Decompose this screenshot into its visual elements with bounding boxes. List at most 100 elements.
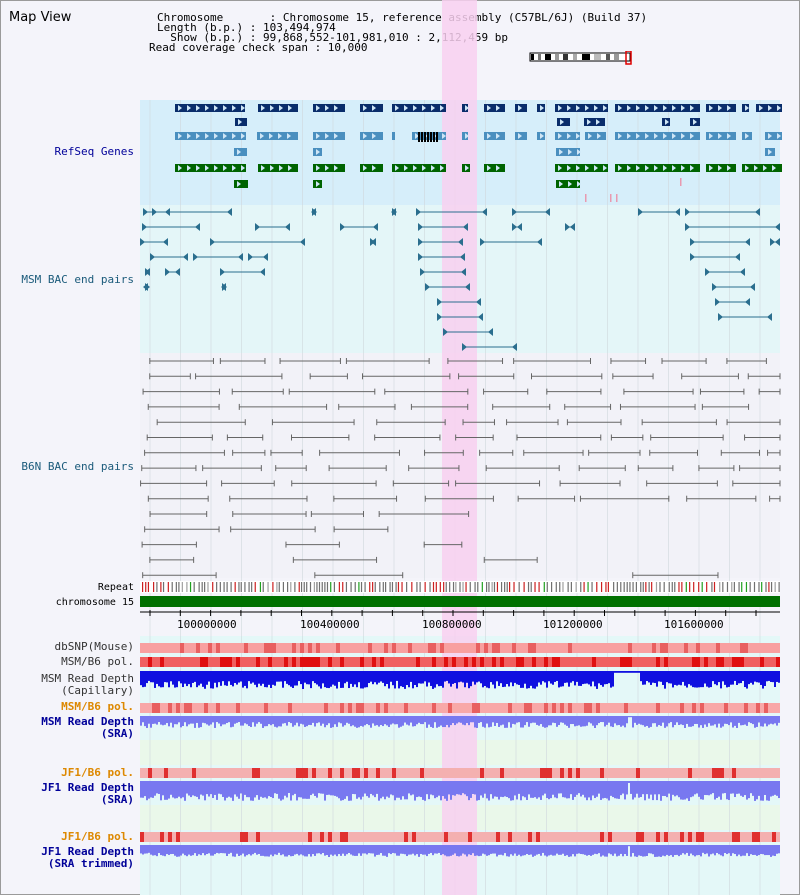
read-depth-bar xyxy=(348,781,350,801)
read-depth-bar xyxy=(218,781,220,794)
snp-density-cell xyxy=(492,832,496,842)
snp-density-cell xyxy=(512,703,516,713)
track-label-jf1-pol-2[interactable]: JF1/B6 pol. xyxy=(61,830,134,843)
snp-density-cell xyxy=(532,768,536,778)
read-depth-bar xyxy=(446,716,448,725)
track-label-msm-depth-capillary[interactable]: MSM Read Depth xyxy=(41,672,134,685)
track-label-dbsnp[interactable]: dbSNP(Mouse) xyxy=(54,640,134,653)
read-depth-bar xyxy=(278,671,280,682)
read-depth-bar xyxy=(356,845,358,856)
read-depth-bar xyxy=(242,845,244,854)
read-depth-bar xyxy=(292,845,294,857)
snp-density-cell xyxy=(464,657,468,667)
read-depth-bar xyxy=(194,845,196,854)
track-label-msm-depth-sra[interactable]: MSM Read Depth xyxy=(41,715,134,728)
read-depth-bar xyxy=(266,781,268,799)
snp-density-cell xyxy=(600,657,604,667)
read-depth-bar xyxy=(428,781,430,800)
read-depth-bar xyxy=(268,671,270,685)
snp-density-cell xyxy=(528,832,532,842)
snp-density-cell xyxy=(752,657,756,667)
read-depth-bar xyxy=(164,716,166,725)
snp-density-cell xyxy=(680,643,684,653)
snp-density-cell xyxy=(280,657,284,667)
read-depth-bar xyxy=(538,671,540,683)
snp-density-cell xyxy=(268,643,272,653)
track-label-jf1-depth-trimmed[interactable]: JF1 Read Depth xyxy=(41,845,134,858)
snp-density-cell xyxy=(384,832,388,842)
snp-density-cell xyxy=(548,768,552,778)
read-depth-bar xyxy=(142,845,144,855)
track-label-jf1-depth-sra-sub: (SRA) xyxy=(100,793,134,806)
read-depth-bar xyxy=(664,671,666,689)
gene-strand-arrow xyxy=(577,181,581,187)
read-depth-bar xyxy=(326,781,328,795)
read-depth-bar xyxy=(740,845,742,857)
read-depth-bar xyxy=(488,845,490,856)
track-label-msm-bac[interactable]: MSM BAC end pairs xyxy=(21,273,134,286)
repeat-element xyxy=(160,582,162,592)
read-depth-bar xyxy=(194,781,196,797)
snp-density-cell xyxy=(228,643,232,653)
read-depth-bar xyxy=(564,781,566,798)
read-depth-bar xyxy=(168,845,170,855)
read-depth-bar xyxy=(516,845,518,856)
read-depth-bar xyxy=(578,781,580,794)
read-depth-bar xyxy=(450,781,452,800)
read-depth-bar xyxy=(742,671,744,681)
read-depth-bar xyxy=(356,671,358,688)
track-label-jf1-depth-sra[interactable]: JF1 Read Depth xyxy=(41,781,134,794)
snp-density-cell xyxy=(488,643,492,653)
snp-density-cell xyxy=(500,643,504,653)
snp-density-cell xyxy=(720,643,724,653)
snp-density-cell xyxy=(728,703,732,713)
read-depth-bar xyxy=(230,781,232,798)
snp-density-cell xyxy=(236,832,240,842)
gene-strand-arrow xyxy=(316,105,320,111)
read-depth-bar xyxy=(552,716,554,723)
snp-density-cell xyxy=(308,832,312,842)
read-depth-bar xyxy=(340,716,342,724)
repeat-element xyxy=(580,582,582,592)
snp-density-cell xyxy=(396,832,400,842)
read-depth-bar xyxy=(318,845,320,854)
snp-density-cell xyxy=(352,643,356,653)
bac-end xyxy=(460,253,465,261)
track-label-repeat[interactable]: Repeat xyxy=(97,582,134,593)
gene-strand-arrow xyxy=(654,133,658,139)
read-depth-bar xyxy=(160,716,162,725)
repeat-element xyxy=(240,582,242,592)
read-depth-bar xyxy=(482,671,484,688)
track-label-refseq-genes[interactable]: RefSeq Genes xyxy=(54,145,134,158)
read-depth-bar xyxy=(430,671,432,686)
snp-density-cell xyxy=(228,832,232,842)
gene-strand-arrow xyxy=(237,149,241,155)
read-depth-bar xyxy=(314,671,316,684)
snp-density-cell xyxy=(196,768,200,778)
read-depth-bar xyxy=(472,671,474,682)
read-depth-bar xyxy=(162,671,164,688)
track-label-jf1-pol-1[interactable]: JF1/B6 pol. xyxy=(61,766,134,779)
read-depth-bar xyxy=(544,845,546,856)
chromosome-ideogram[interactable] xyxy=(528,51,634,65)
gene-strand-arrow xyxy=(279,165,283,171)
snp-density-cell xyxy=(344,657,348,667)
read-depth-bar xyxy=(762,845,764,855)
read-depth-bar xyxy=(646,716,648,726)
track-label-msm-pol-1[interactable]: MSM/B6 pol. xyxy=(61,655,134,668)
read-depth-bar xyxy=(588,671,590,685)
snp-density-cell xyxy=(304,703,308,713)
repeat-element xyxy=(758,582,760,592)
track-label-b6n-bac[interactable]: B6N BAC end pairs xyxy=(21,460,134,473)
read-depth-bar xyxy=(254,716,256,727)
read-depth-bar xyxy=(384,781,386,800)
read-depth-bar xyxy=(504,671,506,687)
repeat-element xyxy=(496,582,499,592)
read-depth-bar xyxy=(192,671,194,683)
read-depth-bar xyxy=(536,716,538,725)
snp-density-cell xyxy=(556,768,560,778)
read-depth-bar xyxy=(676,716,678,723)
track-label-msm-pol-2[interactable]: MSM/B6 pol. xyxy=(61,700,134,713)
read-depth-bar xyxy=(142,781,144,798)
